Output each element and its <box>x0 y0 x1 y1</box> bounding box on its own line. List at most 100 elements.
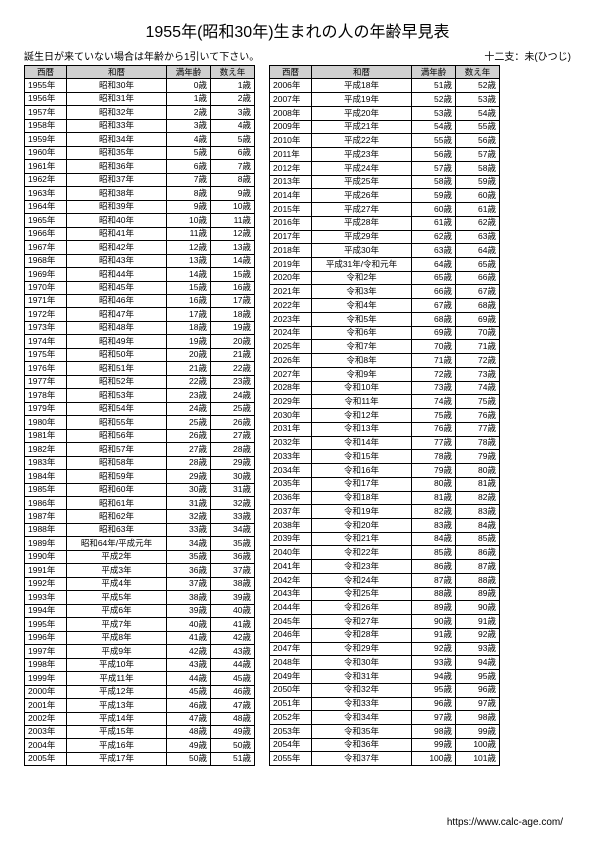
table-header-row: 西暦 和暦 満年齢 数え年 <box>270 66 500 79</box>
cell-man: 3歳 <box>167 119 211 132</box>
subtitle-left: 誕生日が来ていない場合は年齢から1引いて下さい。 <box>24 48 259 63</box>
table-row: 2052年令和34年97歳98歳 <box>270 711 500 725</box>
cell-wareki: 令和15年 <box>312 450 412 464</box>
cell-wareki: 平成24年 <box>312 161 412 175</box>
cell-west: 1974年 <box>25 335 67 348</box>
cell-west: 2011年 <box>270 148 312 162</box>
cell-kazoe: 4歳 <box>211 119 255 132</box>
cell-kazoe: 1歳 <box>211 79 255 92</box>
cell-wareki: 昭和51年 <box>67 362 167 375</box>
cell-man: 43歳 <box>167 658 211 671</box>
cell-kazoe: 82歳 <box>456 491 500 505</box>
cell-man: 1歳 <box>167 92 211 105</box>
cell-west: 2032年 <box>270 436 312 450</box>
table-row: 2037年令和19年82歳83歳 <box>270 505 500 519</box>
cell-man: 46歳 <box>167 699 211 712</box>
cell-man: 48歳 <box>167 725 211 738</box>
table-row: 2048年令和30年93歳94歳 <box>270 656 500 670</box>
table-row: 1967年昭和42年12歳13歳 <box>25 241 255 254</box>
cell-man: 88歳 <box>412 587 456 601</box>
cell-west: 2027年 <box>270 367 312 381</box>
cell-west: 2009年 <box>270 120 312 134</box>
cell-man: 92歳 <box>412 642 456 656</box>
cell-wareki: 平成29年 <box>312 230 412 244</box>
cell-wareki: 平成5年 <box>67 591 167 604</box>
table-row: 2047年令和29年92歳93歳 <box>270 642 500 656</box>
cell-man: 16歳 <box>167 294 211 307</box>
cell-man: 38歳 <box>167 591 211 604</box>
table-row: 1988年昭和63年33歳34歳 <box>25 523 255 536</box>
cell-kazoe: 40歳 <box>211 604 255 617</box>
cell-kazoe: 60歳 <box>456 189 500 203</box>
table-row: 2029年令和11年74歳75歳 <box>270 395 500 409</box>
cell-west: 2033年 <box>270 450 312 464</box>
cell-man: 73歳 <box>412 381 456 395</box>
cell-west: 1985年 <box>25 483 67 496</box>
cell-man: 75歳 <box>412 409 456 423</box>
table-row: 2036年令和18年81歳82歳 <box>270 491 500 505</box>
cell-west: 2013年 <box>270 175 312 189</box>
cell-kazoe: 71歳 <box>456 340 500 354</box>
table-row: 1970年昭和45年15歳16歳 <box>25 281 255 294</box>
cell-wareki: 令和5年 <box>312 312 412 326</box>
cell-wareki: 平成9年 <box>67 645 167 658</box>
cell-kazoe: 35歳 <box>211 537 255 550</box>
cell-kazoe: 77歳 <box>456 422 500 436</box>
cell-man: 62歳 <box>412 230 456 244</box>
cell-west: 1976年 <box>25 362 67 375</box>
table-row: 1963年昭和38年8歳9歳 <box>25 187 255 200</box>
table-row: 2018年平成30年63歳64歳 <box>270 244 500 258</box>
cell-kazoe: 56歳 <box>456 134 500 148</box>
cell-wareki: 令和17年 <box>312 477 412 491</box>
cell-wareki: 平成8年 <box>67 631 167 644</box>
table-row: 2014年平成26年59歳60歳 <box>270 189 500 203</box>
table-row: 2050年令和32年95歳96歳 <box>270 683 500 697</box>
cell-west: 2000年 <box>25 685 67 698</box>
cell-west: 1999年 <box>25 672 67 685</box>
cell-west: 1984年 <box>25 470 67 483</box>
cell-man: 23歳 <box>167 389 211 402</box>
table-row: 2000年平成12年45歳46歳 <box>25 685 255 698</box>
cell-kazoe: 85歳 <box>456 532 500 546</box>
table-row: 2017年平成29年62歳63歳 <box>270 230 500 244</box>
cell-man: 4歳 <box>167 133 211 146</box>
cell-west: 1993年 <box>25 591 67 604</box>
table-row: 1994年平成6年39歳40歳 <box>25 604 255 617</box>
cell-wareki: 平成13年 <box>67 699 167 712</box>
cell-kazoe: 62歳 <box>456 216 500 230</box>
cell-kazoe: 63歳 <box>456 230 500 244</box>
cell-man: 82歳 <box>412 505 456 519</box>
cell-kazoe: 59歳 <box>456 175 500 189</box>
cell-man: 57歳 <box>412 161 456 175</box>
cell-wareki: 令和23年 <box>312 560 412 574</box>
table-row: 2035年令和17年80歳81歳 <box>270 477 500 491</box>
table-row: 2009年平成21年54歳55歳 <box>270 120 500 134</box>
cell-wareki: 令和35年 <box>312 724 412 738</box>
table-row: 2019年平成31年/令和元年64歳65歳 <box>270 258 500 272</box>
table-row: 1987年昭和62年32歳33歳 <box>25 510 255 523</box>
cell-man: 32歳 <box>167 510 211 523</box>
table-row: 2003年平成15年48歳49歳 <box>25 725 255 738</box>
cell-kazoe: 7歳 <box>211 160 255 173</box>
cell-kazoe: 15歳 <box>211 268 255 281</box>
cell-west: 2051年 <box>270 697 312 711</box>
cell-man: 68歳 <box>412 312 456 326</box>
cell-man: 79歳 <box>412 464 456 478</box>
cell-wareki: 昭和53年 <box>67 389 167 402</box>
cell-man: 17歳 <box>167 308 211 321</box>
cell-wareki: 令和32年 <box>312 683 412 697</box>
cell-wareki: 昭和30年 <box>67 79 167 92</box>
cell-man: 52歳 <box>412 93 456 107</box>
cell-west: 2021年 <box>270 285 312 299</box>
table-row: 2049年令和31年94歳95歳 <box>270 670 500 684</box>
age-table-left: 西暦 和暦 満年齢 数え年 1955年昭和30年0歳1歳1956年昭和31年1歳… <box>24 65 255 766</box>
cell-wareki: 昭和52年 <box>67 375 167 388</box>
cell-west: 2008年 <box>270 106 312 120</box>
cell-west: 2034年 <box>270 464 312 478</box>
table-row: 1966年昭和41年11歳12歳 <box>25 227 255 240</box>
cell-kazoe: 3歳 <box>211 106 255 119</box>
table-row: 1997年平成9年42歳43歳 <box>25 645 255 658</box>
table-row: 1969年昭和44年14歳15歳 <box>25 268 255 281</box>
cell-west: 2018年 <box>270 244 312 258</box>
table-row: 1956年昭和31年1歳2歳 <box>25 92 255 105</box>
